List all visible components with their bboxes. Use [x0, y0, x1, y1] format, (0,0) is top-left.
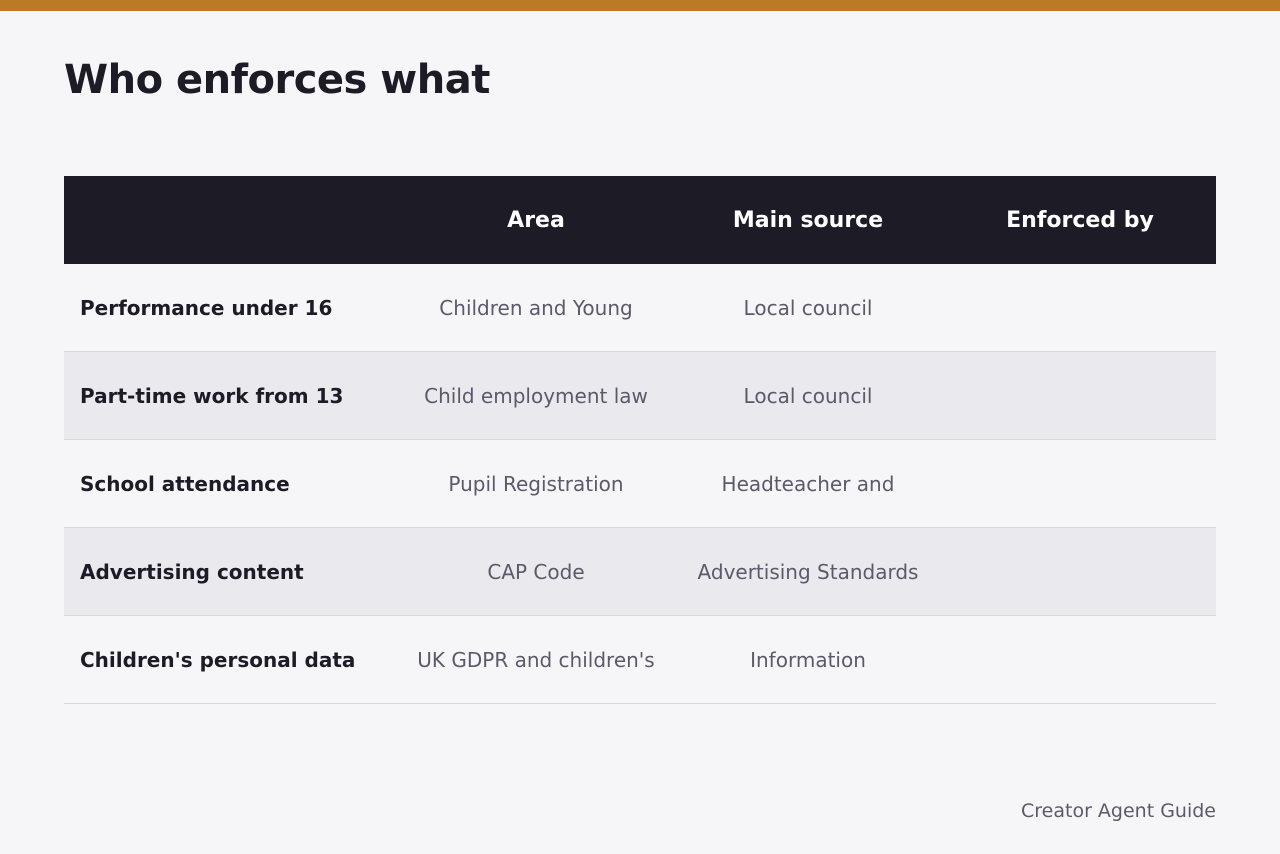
accent-bar — [0, 0, 1280, 11]
cell-main-source: Local council — [743, 295, 873, 320]
header-enforced-by: Enforced by — [1006, 207, 1154, 233]
table-row: Children's personal data UK GDPR and chi… — [64, 616, 1216, 704]
page-title: Who enforces what — [64, 57, 490, 103]
row-label: Advertising content — [80, 559, 304, 584]
cell-area: CAP Code — [487, 559, 585, 584]
cell-main-source: Local council — [743, 383, 873, 408]
footer-brand: Creator Agent Guide — [1021, 800, 1216, 822]
table-row: School attendance Pupil Registration Hea… — [64, 440, 1216, 528]
cell-area: Child employment law — [424, 383, 648, 408]
cell-main-source: Information — [750, 647, 866, 672]
table-row: Performance under 16 Children and Young … — [64, 264, 1216, 352]
cell-area: Children and Young — [439, 295, 633, 320]
cell-area: Pupil Registration — [448, 471, 624, 496]
row-label: Performance under 16 — [80, 295, 333, 320]
cell-main-source: Advertising Standards — [697, 559, 919, 584]
cell-main-source: Headteacher and — [721, 471, 895, 496]
header-main-source: Main source — [732, 207, 884, 233]
row-label: School attendance — [80, 471, 290, 496]
table-header: Area Main source Enforced by — [64, 176, 1216, 264]
cell-area: UK GDPR and children's — [417, 647, 655, 672]
row-label: Children's personal data — [80, 647, 356, 672]
header-area: Area — [507, 207, 565, 233]
table-row: Part-time work from 13 Child employment … — [64, 352, 1216, 440]
row-label: Part-time work from 13 — [80, 383, 344, 408]
enforcement-table: Area Main source Enforced by Performance… — [64, 176, 1216, 704]
table-row: Advertising content CAP Code Advertising… — [64, 528, 1216, 616]
